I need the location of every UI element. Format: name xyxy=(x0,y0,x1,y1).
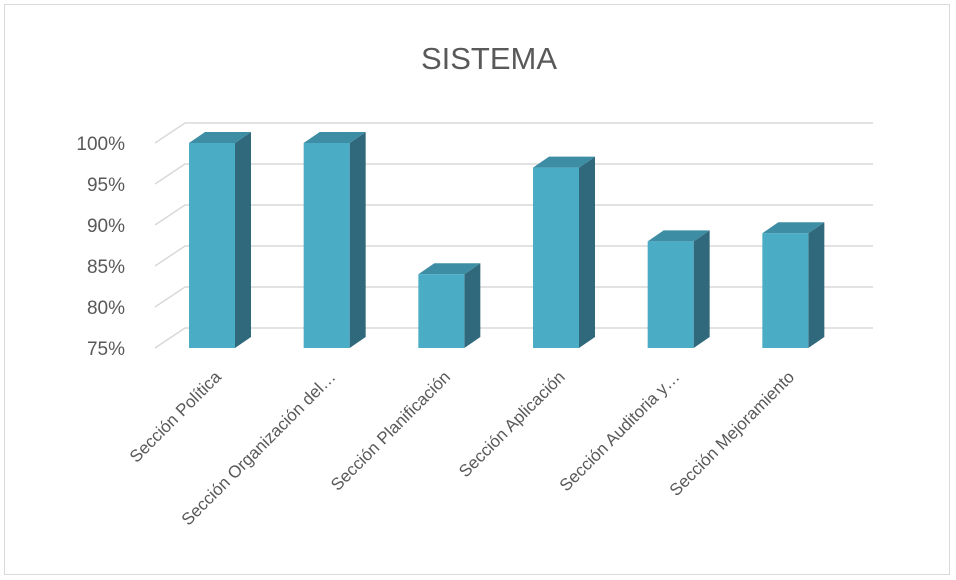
y-tick-label: 80% xyxy=(87,298,125,319)
gridline xyxy=(154,122,873,144)
bar-layer xyxy=(189,132,825,348)
bar-front xyxy=(303,143,350,348)
y-axis-ticks: 75% 80% 85% 90% 95% 100% xyxy=(76,134,125,360)
bar-side xyxy=(579,156,595,348)
y-tick-label: 85% xyxy=(87,257,125,278)
gridline xyxy=(154,245,873,267)
bar xyxy=(647,230,710,348)
x-category-label: Sección Planificación xyxy=(327,367,454,494)
y-tick-label: 100% xyxy=(76,134,125,155)
bar-side xyxy=(235,132,251,348)
bar-top xyxy=(418,263,481,275)
bar-front xyxy=(762,233,809,348)
chart-frame: SISTEMA 75% 80% 85% 90% 95% 100% Sección Polí… xyxy=(4,4,950,575)
x-category-label: Sección Aplicación xyxy=(455,367,569,481)
bar xyxy=(303,132,366,348)
bar-front xyxy=(533,167,579,348)
chart-canvas: SISTEMA 75% 80% 85% 90% 95% 100% Sección Polí… xyxy=(76,41,873,529)
bar xyxy=(533,156,595,348)
gridline xyxy=(154,286,873,308)
bar-top xyxy=(303,132,366,143)
bar xyxy=(189,132,251,348)
gridline xyxy=(154,204,873,226)
bar-front xyxy=(418,274,465,348)
bar-top xyxy=(647,230,710,242)
y-tick-label: 75% xyxy=(87,339,125,360)
bar xyxy=(762,222,825,348)
y-tick-label: 95% xyxy=(87,175,125,196)
gridline xyxy=(154,327,873,349)
bar-top xyxy=(762,222,825,234)
bar-front xyxy=(647,241,694,348)
bar-side xyxy=(808,222,825,348)
bar-front xyxy=(189,143,235,348)
y-tick-label: 90% xyxy=(87,216,125,237)
bar-side xyxy=(349,132,366,348)
x-category-label: Sección Mejoramiento xyxy=(666,367,798,499)
x-category-label: Sección Política xyxy=(126,367,225,466)
bar xyxy=(418,263,481,348)
bar-side xyxy=(693,230,710,348)
bar-top xyxy=(189,132,251,143)
grid-layer xyxy=(154,122,873,349)
gridline xyxy=(154,163,873,185)
x-category-label: Sección Auditoria y… xyxy=(556,367,684,495)
chart-title: SISTEMA xyxy=(421,41,557,76)
bar-side xyxy=(464,263,481,348)
bar-top xyxy=(533,156,595,168)
